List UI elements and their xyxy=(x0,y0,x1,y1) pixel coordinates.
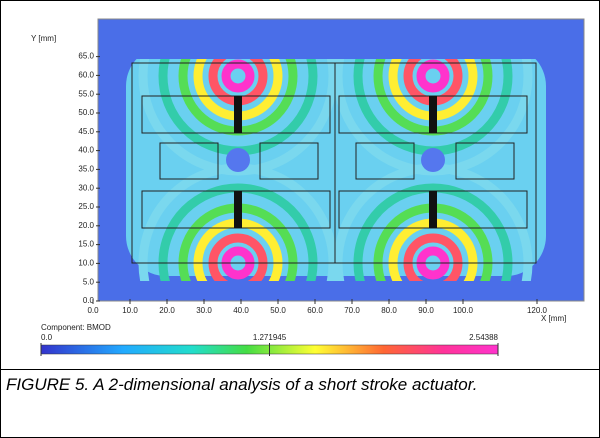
y-tick-label: 30.0 xyxy=(78,183,94,192)
x-tick-label: 30.0 xyxy=(196,306,212,315)
y-tick-label: 40.0 xyxy=(78,146,94,155)
x-tick-label: 120.0 xyxy=(527,306,548,315)
y-axis-label: Y [mm] xyxy=(31,34,56,43)
y-tick-label: 65.0 xyxy=(78,52,94,61)
colorbar-tick-label: 1.271945 xyxy=(253,333,287,342)
colorbar-label: Component: BMOD xyxy=(41,323,111,332)
y-tick-label: 45.0 xyxy=(78,127,94,136)
x-tick-label: 60.0 xyxy=(307,306,323,315)
y-tick-label: 50.0 xyxy=(78,108,94,117)
x-tick-label: 70.0 xyxy=(344,306,360,315)
y-tick-label: 55.0 xyxy=(78,89,94,98)
field-plot: Y [mm] X [mm] Component: BMOD 0.0 5.0 10.0… xyxy=(1,1,599,369)
y-tick-label: 5.0 xyxy=(83,277,95,286)
y-tick-label: 60.0 xyxy=(78,71,94,80)
colorbar-tick-label: 2.54388 xyxy=(469,333,498,342)
y-tick-label: 35.0 xyxy=(78,165,94,174)
x-tick-label: 20.0 xyxy=(159,306,175,315)
y-tick-label: 10.0 xyxy=(78,259,94,268)
y-tick-label: 20.0 xyxy=(78,221,94,230)
x-tick-label: 40.0 xyxy=(233,306,249,315)
x-tick-label: 10.0 xyxy=(122,306,138,315)
colorbar-tick-label: 0.0 xyxy=(41,333,53,342)
x-tick-label: 90.0 xyxy=(418,306,434,315)
x-tick-label: 100.0 xyxy=(453,306,474,315)
x-tick-label: 80.0 xyxy=(381,306,397,315)
x-tick-label: 0.0 xyxy=(87,306,99,315)
field-map xyxy=(98,1,584,358)
x-tick-label: 50.0 xyxy=(270,306,286,315)
caption: FIGURE 5. A 2-dimensional analysis of a … xyxy=(1,369,600,396)
x-axis-label: X [mm] xyxy=(541,314,566,323)
y-tick-label: 15.0 xyxy=(78,240,94,249)
figure: Y [mm] X [mm] Component: BMOD 0.0 5.0 10.0… xyxy=(0,0,600,438)
y-tick-label: 25.0 xyxy=(78,202,94,211)
